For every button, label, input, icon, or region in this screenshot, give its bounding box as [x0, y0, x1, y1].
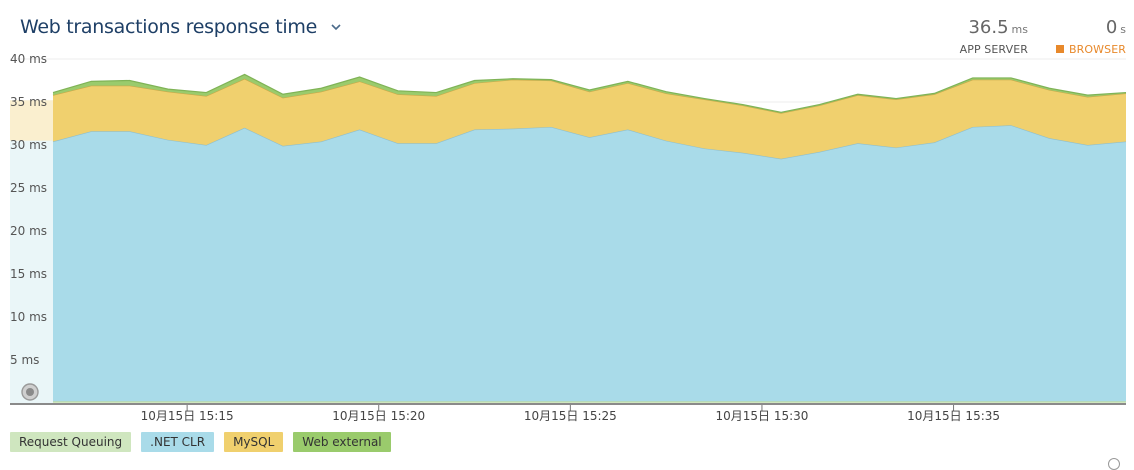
y-tick-label: 40 ms — [10, 52, 47, 66]
x-tick-label: 10月15日 15:15 — [141, 409, 234, 423]
shaded-region-top — [10, 100, 53, 141]
x-tick-label: 10月15日 15:30 — [715, 409, 808, 423]
chart-areas — [10, 73, 1127, 403]
area-web-external-line — [52, 73, 1127, 113]
y-tick-label: 5 ms — [10, 353, 39, 367]
chart-legend: Request Queuing .NET CLR MySQL Web exter… — [10, 432, 401, 452]
legend-item-request-queuing[interactable]: Request Queuing — [10, 432, 132, 452]
app-server-label: APP SERVER — [959, 43, 1028, 56]
info-icon[interactable] — [1108, 458, 1120, 470]
browser-label: BROWSER — [1069, 43, 1126, 56]
chart-header: Web transactions response time — [20, 16, 343, 38]
legend-item-mysql[interactable]: MySQL — [224, 432, 284, 452]
chevron-down-icon[interactable] — [329, 20, 343, 34]
area-mysql — [53, 78, 1126, 159]
chart-title: Web transactions response time — [20, 16, 317, 38]
browser-square-icon — [1056, 45, 1064, 53]
browser-value: 0 — [1105, 17, 1118, 38]
y-tick-label: 10 ms — [10, 310, 47, 324]
x-tick-label: 10月15日 15:20 — [332, 409, 425, 423]
browser-unit: s — [1120, 23, 1126, 36]
legend-item-net-clr[interactable]: .NET CLR — [141, 432, 215, 452]
y-tick-label: 30 ms — [10, 138, 47, 152]
y-tick-label: 25 ms — [10, 181, 47, 195]
y-axis-ticks: 5 ms 10 ms 15 ms 20 ms 25 ms 30 ms 35 ms 40 ms — [10, 52, 47, 367]
app-server-stat[interactable]: 36.5 ms APP SERVER — [959, 17, 1028, 57]
x-tick-label: 10月15日 15:25 — [524, 409, 617, 423]
legend-item-web-external[interactable]: Web external — [293, 432, 391, 452]
y-tick-label: 15 ms — [10, 267, 47, 281]
app-server-unit: ms — [1011, 23, 1028, 36]
y-tick-label: 20 ms — [10, 224, 47, 238]
x-tick-label: 10月15日 15:35 — [907, 409, 1000, 423]
drag-handle-icon[interactable] — [21, 383, 39, 401]
app-server-value: 36.5 — [968, 17, 1009, 38]
x-axis-ticks: 10月15日 15:15 10月15日 15:20 10月15日 15:25 10月1… — [141, 405, 1000, 423]
y-tick-label: 35 ms — [10, 95, 47, 109]
shaded-region — [10, 100, 53, 403]
area-net-clr — [53, 125, 1126, 402]
